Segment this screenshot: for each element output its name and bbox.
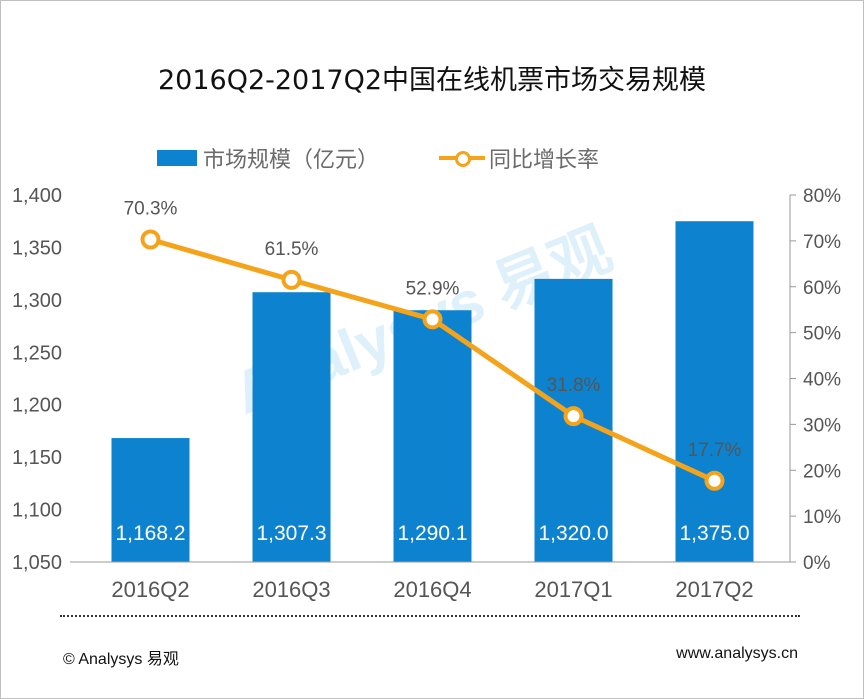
- line-point: [422, 309, 443, 330]
- y-right-tick-label: 50%: [803, 324, 841, 345]
- y-right-tick-label: 20%: [803, 461, 841, 482]
- bar: [393, 310, 472, 562]
- chart-legend: 市场规模（亿元） 同比增长率: [157, 142, 599, 174]
- bar: [252, 292, 331, 562]
- y-right-tick-label: 10%: [803, 507, 841, 528]
- y-left-tick-label: 1,150: [12, 447, 62, 469]
- line-value-label: 70.3%: [124, 198, 178, 219]
- y-right-tick-label: 70%: [803, 232, 841, 253]
- x-tick-label: 2017Q1: [534, 577, 612, 602]
- y-left-tick-label: 1,400: [12, 185, 62, 207]
- y-left-tick-label: 1,100: [12, 500, 62, 522]
- line-value-label: 17.7%: [688, 440, 742, 461]
- footer-divider: [60, 615, 800, 617]
- legend-bar-label: 市场规模（亿元）: [203, 148, 380, 173]
- bar-value-label: 1,290.1: [397, 522, 467, 545]
- footer-copyright: © Analysys 易观: [63, 651, 179, 668]
- x-tick-label: 2017Q2: [675, 577, 753, 602]
- y-right-tick-label: 40%: [803, 370, 841, 391]
- line-point: [140, 229, 161, 250]
- legend-bar-swatch: [157, 150, 197, 166]
- x-tick-label: 2016Q4: [393, 577, 471, 602]
- legend-line-swatch: [439, 148, 486, 168]
- y-left-tick-label: 1,050: [12, 552, 62, 574]
- y-left-tick-label: 1,200: [12, 395, 62, 417]
- y-left-tick-label: 1,250: [12, 342, 62, 364]
- line-value-label: 52.9%: [406, 278, 460, 299]
- x-tick-label: 2016Q2: [111, 577, 189, 602]
- line-point: [704, 470, 725, 491]
- line-point: [563, 406, 584, 427]
- x-tick-label: 2016Q3: [252, 577, 330, 602]
- line-value-label: 31.8%: [547, 375, 601, 396]
- chart-title: 2016Q2-2017Q2中国在线机票市场交易规模: [157, 65, 707, 96]
- y-right-tick-label: 30%: [803, 415, 841, 436]
- footer-url: www.analysys.cn: [676, 645, 798, 662]
- y-left-tick-label: 1,300: [12, 290, 62, 312]
- y-left-tick-label: 1,350: [12, 237, 62, 259]
- y-right-tick-label: 80%: [803, 186, 841, 207]
- bar-value-label: 1,168.2: [115, 522, 185, 545]
- bar-value-label: 1,307.3: [256, 522, 326, 545]
- line-value-label: 61.5%: [265, 239, 319, 260]
- bar-value-label: 1,375.0: [679, 522, 749, 545]
- y-right-tick-label: 0%: [803, 553, 831, 574]
- bar: [111, 438, 190, 562]
- bar: [675, 221, 754, 562]
- bar-value-label: 1,320.0: [538, 522, 608, 545]
- y-right-tick-label: 60%: [803, 278, 841, 299]
- legend-line-label: 同比增长率: [489, 148, 600, 173]
- line-point: [281, 269, 302, 290]
